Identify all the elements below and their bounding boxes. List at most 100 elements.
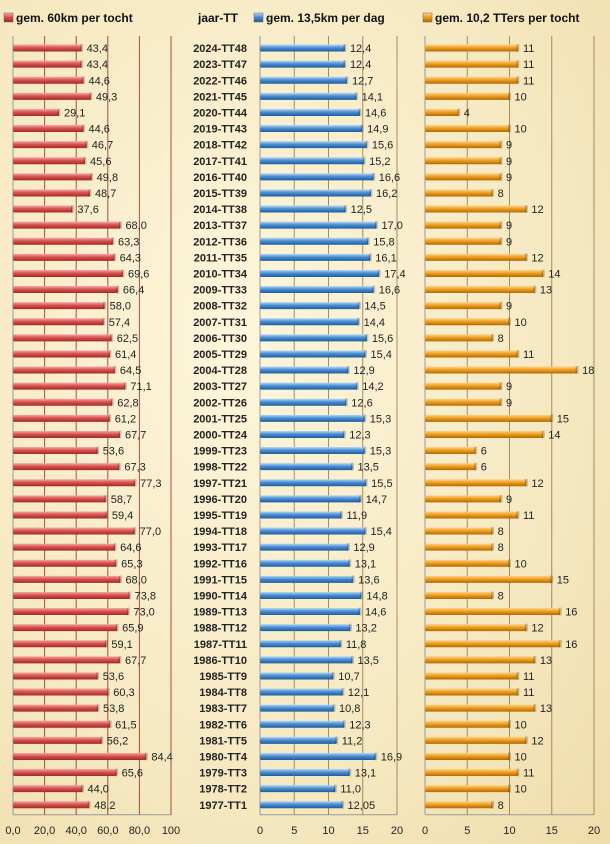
bar-cap-0-16	[103, 301, 107, 310]
category-label-23: 2001-TT25	[193, 413, 247, 425]
bar-0-46	[13, 785, 83, 793]
category-label-2: 2022-TT46	[193, 75, 247, 87]
bar-2-2	[425, 76, 518, 84]
data-label-2-40: 11	[523, 687, 534, 699]
bar-1-18	[260, 334, 367, 342]
bar-cap-2-26	[474, 462, 478, 471]
bar-cap-2-45	[516, 768, 520, 777]
bar-cap-2-8	[499, 172, 503, 181]
bar-cap-2-5	[508, 124, 511, 133]
data-label-0-25: 53,6	[103, 446, 124, 458]
category-label-36: 1988-TT12	[193, 623, 247, 635]
bar-2-6	[425, 141, 502, 149]
legend-swatch-2	[422, 12, 433, 23]
bar-1-2	[260, 76, 347, 84]
bar-1-41	[260, 704, 334, 712]
bar-cap-1-24	[342, 430, 346, 439]
legend-label-2: gem. 10,2 TTers per tocht	[435, 11, 580, 25]
bar-cap-2-3	[508, 92, 511, 101]
bar-cap-1-36	[348, 623, 352, 632]
data-label-1-8: 16,6	[379, 172, 400, 184]
category-label-25: 1999-TT23	[193, 446, 247, 458]
bar-2-30	[425, 527, 493, 535]
bar-1-24	[260, 430, 345, 438]
bar-cap-1-3	[355, 92, 359, 101]
bar-0-19	[13, 350, 111, 358]
bar-cap-2-15	[533, 285, 537, 294]
bar-2-47	[425, 801, 493, 809]
category-label-30: 1994-TT18	[193, 526, 247, 538]
data-label-0-39: 53,6	[103, 671, 124, 683]
category-label-27: 1997-TT21	[193, 478, 247, 490]
legend-swatch-1	[253, 12, 264, 23]
category-label-12: 2012-TT36	[193, 236, 247, 248]
legend-label-0: gem. 60km per tocht	[16, 11, 133, 25]
bar-cap-0-7	[83, 156, 87, 165]
bar-cap-1-39	[331, 671, 335, 680]
bar-2-18	[425, 334, 493, 342]
bar-0-11	[13, 221, 121, 229]
bar-1-26	[260, 463, 353, 471]
data-label-2-5: 10	[515, 124, 527, 136]
bar-cap-2-47	[491, 800, 495, 809]
bar-cap-2-14	[541, 269, 545, 278]
bar-cap-1-40	[341, 688, 345, 697]
bar-cap-0-43	[100, 736, 104, 745]
bar-1-33	[260, 575, 354, 583]
data-label-2-0: 11	[523, 43, 534, 55]
bar-cap-0-39	[96, 671, 100, 680]
bar-cap-2-1	[516, 60, 520, 69]
bar-2-43	[425, 736, 527, 744]
data-label-0-11: 68,0	[125, 220, 146, 232]
bar-cap-2-46	[508, 784, 511, 793]
data-label-1-41: 10,8	[339, 703, 360, 715]
data-label-1-39: 10,7	[338, 671, 359, 683]
bar-cap-0-21	[123, 382, 127, 391]
bar-2-15	[425, 286, 535, 294]
data-label-2-15: 13	[540, 285, 552, 297]
data-label-2-9: 8	[498, 188, 504, 200]
bar-2-36	[425, 624, 527, 632]
bar-cap-0-15	[116, 285, 120, 294]
bar-cap-2-9	[491, 188, 495, 197]
x-tick-label-1-4: 20	[391, 825, 403, 837]
bar-0-3	[13, 92, 91, 100]
bar-1-32	[260, 559, 350, 567]
bar-cap-0-8	[90, 172, 94, 181]
bar-1-43	[260, 736, 337, 744]
bar-2-37	[425, 640, 561, 648]
data-label-1-33: 13,6	[358, 574, 379, 586]
bar-cap-2-16	[499, 301, 503, 310]
category-label-5: 2019-TT43	[193, 124, 247, 136]
category-label-9: 2015-TT39	[193, 188, 247, 200]
data-label-1-0: 12,4	[350, 43, 371, 55]
bar-cap-0-20	[113, 366, 117, 375]
data-label-1-6: 15,6	[372, 140, 393, 152]
bar-cap-1-46	[333, 784, 337, 793]
category-label-28: 1996-TT20	[193, 494, 247, 506]
bar-cap-1-15	[372, 285, 376, 294]
bar-0-39	[13, 672, 98, 680]
data-label-2-45: 11	[523, 768, 534, 780]
bar-2-9	[425, 189, 493, 197]
data-label-2-34: 8	[498, 590, 504, 602]
bar-cap-2-4	[457, 108, 461, 117]
bar-1-13	[260, 253, 371, 261]
x-tick-label-0-2: 40,0	[65, 825, 86, 837]
data-label-1-13: 16,1	[375, 252, 396, 264]
bar-cap-1-21	[355, 382, 359, 391]
bar-cap-0-1	[80, 60, 84, 69]
bar-1-10	[260, 205, 346, 213]
bar-cap-0-26	[117, 462, 121, 471]
bar-0-32	[13, 559, 117, 567]
bar-1-19	[260, 350, 366, 358]
category-label-44: 1980-TT4	[199, 751, 248, 763]
bar-cap-0-41	[96, 704, 100, 713]
data-label-1-21: 14,2	[362, 381, 383, 393]
data-label-0-36: 65,9	[122, 623, 143, 635]
bar-cap-2-24	[541, 430, 545, 439]
bar-cap-0-18	[110, 333, 114, 342]
bar-cap-1-41	[332, 704, 336, 713]
data-label-2-47: 8	[498, 800, 504, 812]
bar-cap-0-46	[81, 784, 85, 793]
